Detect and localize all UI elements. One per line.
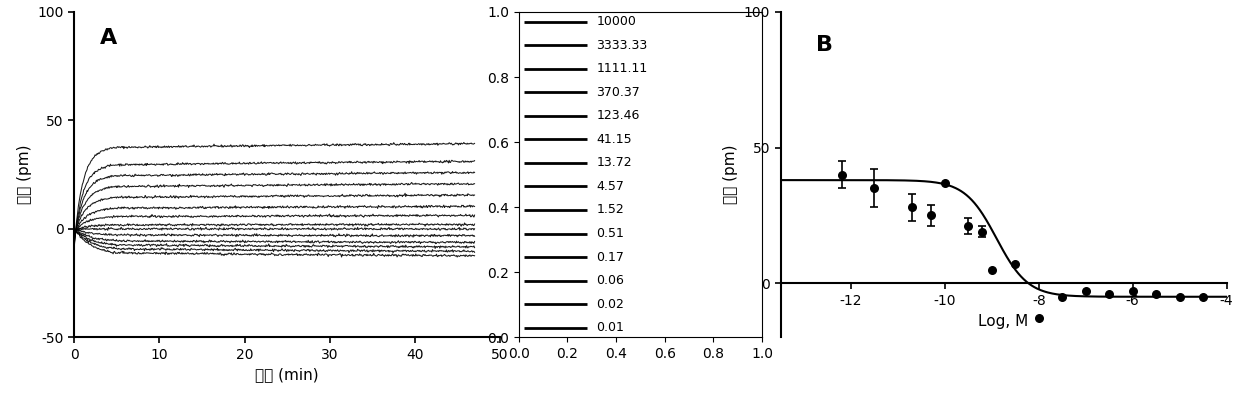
Text: 1.52: 1.52 — [596, 204, 624, 216]
Point — [1028, 315, 1048, 322]
Y-axis label: 响应 (pm): 响应 (pm) — [724, 145, 738, 204]
Text: 370.37: 370.37 — [596, 86, 641, 99]
Point — [1075, 288, 1095, 295]
Point — [1123, 288, 1142, 295]
Text: 3333.33: 3333.33 — [596, 39, 648, 52]
Text: 0.17: 0.17 — [596, 251, 624, 264]
X-axis label: 时间 (min): 时间 (min) — [255, 367, 318, 382]
Point — [973, 228, 992, 235]
Point — [1170, 294, 1189, 300]
Point — [902, 204, 922, 210]
Text: 4.57: 4.57 — [596, 180, 624, 193]
Point — [1005, 261, 1025, 268]
Text: 0.02: 0.02 — [596, 298, 624, 310]
Text: B: B — [817, 35, 834, 55]
Point — [1146, 291, 1166, 297]
Y-axis label: 响应 (pm): 响应 (pm) — [17, 145, 32, 204]
Point — [1099, 291, 1119, 297]
Text: 41.15: 41.15 — [596, 133, 632, 146]
Point — [935, 179, 955, 186]
Point — [959, 223, 979, 229]
Text: 1111.11: 1111.11 — [596, 62, 648, 75]
Point — [1052, 294, 1072, 300]
Point — [831, 172, 851, 178]
Text: 0.06: 0.06 — [596, 274, 624, 287]
X-axis label: Log, M: Log, M — [979, 314, 1028, 329]
Text: A: A — [100, 28, 118, 48]
Text: 13.72: 13.72 — [596, 156, 632, 170]
Text: 0.51: 0.51 — [596, 227, 624, 240]
Text: 123.46: 123.46 — [596, 109, 639, 122]
Point — [983, 266, 1002, 273]
Text: 0.01: 0.01 — [596, 321, 624, 334]
Text: 10000: 10000 — [596, 15, 637, 28]
Point — [865, 185, 885, 191]
Point — [1193, 294, 1213, 300]
Point — [921, 212, 940, 218]
